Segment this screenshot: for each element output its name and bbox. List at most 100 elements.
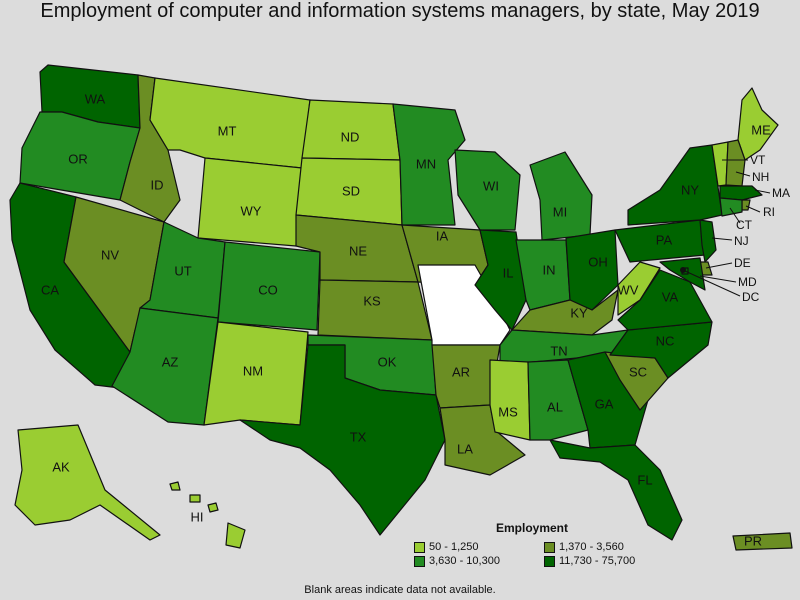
state-label-nd: ND [341, 129, 360, 144]
state-label-nj: NJ [734, 234, 749, 248]
state-label-me: ME [751, 122, 771, 137]
state-wi [454, 149, 521, 231]
leader-line-ct [729, 207, 741, 224]
legend: Employment 50 - 1,250 1,370 - 3,560 3,63… [414, 521, 674, 567]
state-ak [14, 424, 161, 541]
state-label-il: IL [503, 265, 514, 280]
legend-label-midlow: 1,370 - 3,560 [559, 541, 624, 553]
state-label-ri: RI [763, 205, 775, 219]
leader-line-ri [745, 205, 761, 213]
state-label-pr: PR [744, 533, 762, 548]
dc-marker [680, 267, 686, 273]
legend-item-low: 50 - 1,250 [414, 541, 544, 553]
state-label-mn: MN [416, 156, 436, 171]
state-label-al: AL [547, 399, 563, 414]
legend-swatch-low [414, 541, 425, 553]
legend-item-high: 11,730 - 75,700 [544, 555, 674, 567]
legend-label-midhigh: 3,630 - 10,300 [429, 555, 500, 567]
state-label-ny: NY [681, 182, 699, 197]
state-label-hi: HI [191, 509, 204, 524]
state-label-tn: TN [550, 343, 567, 358]
legend-item-midhigh: 3,630 - 10,300 [414, 555, 544, 567]
state-tx [239, 344, 446, 536]
leader-line-dc [684, 270, 741, 297]
legend-swatch-high [544, 555, 555, 567]
leader-line-nj [711, 237, 733, 241]
legend-label-high: 11,730 - 75,700 [559, 555, 636, 567]
state-label-vt: VT [750, 153, 766, 167]
state-ks [317, 279, 433, 341]
state-label-ks: KS [363, 293, 381, 308]
state-label-co: CO [258, 282, 278, 297]
state-label-ca: CA [41, 282, 59, 297]
state-label-pa: PA [656, 232, 673, 247]
leader-line-ma [754, 189, 771, 194]
state-label-wi: WI [483, 178, 499, 193]
state-wv [617, 261, 661, 316]
state-label-ia: IA [436, 228, 449, 243]
state-mi [529, 151, 593, 241]
state-pr [732, 532, 793, 551]
state-ma [719, 185, 763, 201]
state-ny [627, 144, 723, 226]
state-label-dc: DC [742, 290, 760, 304]
state-label-nm: NM [243, 363, 263, 378]
state-label-nv: NV [101, 247, 119, 262]
state-label-mt: MT [218, 123, 237, 138]
state-label-sd: SD [342, 183, 360, 198]
state-label-ak: AK [52, 459, 70, 474]
state-al [527, 359, 589, 441]
leader-line-md [699, 275, 737, 283]
state-fl [549, 439, 683, 541]
state-oh [565, 229, 619, 311]
leader-line-de [705, 262, 733, 269]
state-wy [197, 157, 303, 247]
state-label-nc: NC [656, 333, 675, 348]
state-mo [417, 264, 511, 346]
state-label-fl: FL [637, 472, 652, 487]
state-nj [699, 219, 717, 263]
state-nh [725, 139, 746, 187]
state-label-tx: TX [350, 429, 367, 444]
state-label-va: VA [662, 289, 679, 304]
legend-item-midlow: 1,370 - 3,560 [544, 541, 674, 553]
state-label-ut: UT [174, 263, 191, 278]
state-label-md: MD [738, 275, 757, 289]
state-label-la: LA [457, 441, 473, 456]
state-label-ms: MS [498, 404, 518, 419]
state-label-ma: MA [772, 186, 790, 200]
state-ky [511, 289, 619, 336]
state-mn [392, 103, 466, 226]
state-ms [489, 359, 531, 441]
state-label-id: ID [151, 177, 164, 192]
footnote: Blank areas indicate data not available. [304, 584, 496, 596]
state-label-in: IN [543, 262, 556, 277]
map-title: Employment of computer and information s… [40, 0, 760, 22]
state-label-nh: NH [752, 170, 769, 184]
legend-swatch-midlow [544, 541, 555, 553]
state-label-mi: MI [553, 204, 567, 219]
legend-title: Employment [496, 521, 569, 535]
state-label-wv: WV [618, 282, 639, 297]
state-label-sc: SC [629, 364, 647, 379]
state-ct [719, 197, 743, 217]
state-label-ne: NE [349, 243, 367, 258]
state-label-wy: WY [241, 203, 262, 218]
state-hi [169, 481, 246, 549]
state-label-ok: OK [378, 354, 397, 369]
state-ri [741, 199, 751, 211]
state-label-de: DE [734, 256, 751, 270]
state-co [217, 241, 321, 331]
leader-line-nh [735, 171, 751, 177]
state-label-ct: CT [736, 218, 753, 232]
state-label-ga: GA [595, 396, 614, 411]
state-label-ar: AR [452, 364, 470, 379]
state-label-ky: KY [570, 305, 588, 320]
legend-swatch-midhigh [414, 555, 425, 567]
legend-label-low: 50 - 1,250 [429, 541, 479, 553]
state-label-or: OR [68, 151, 88, 166]
state-label-az: AZ [162, 354, 179, 369]
state-label-oh: OH [588, 254, 608, 269]
